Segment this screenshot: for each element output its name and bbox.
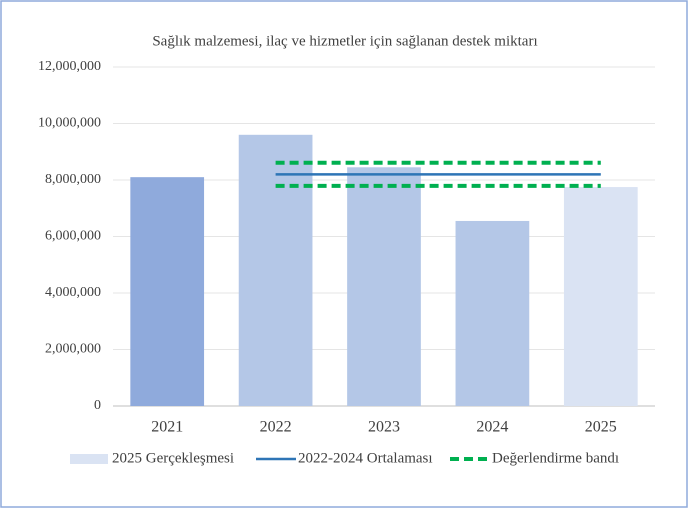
y-tick-label: 4,000,000 bbox=[45, 285, 101, 300]
y-tick-label: 12,000,000 bbox=[38, 59, 101, 74]
bar bbox=[238, 134, 313, 407]
bar bbox=[130, 177, 205, 406]
bar bbox=[347, 167, 421, 406]
y-tick-label: 10,000,000 bbox=[38, 116, 101, 131]
bar bbox=[455, 220, 530, 406]
x-tick-label: 2025 bbox=[585, 419, 617, 436]
x-tick-label: 2021 bbox=[151, 419, 183, 436]
y-tick-label: 2,000,000 bbox=[45, 342, 101, 357]
x-tick-label: 2024 bbox=[476, 419, 508, 436]
x-tick-label: 2022 bbox=[260, 419, 292, 436]
legend-label: 2025 Gerçekleşmesi bbox=[112, 450, 234, 466]
legend-swatch bbox=[70, 454, 108, 464]
y-tick-label: 8,000,000 bbox=[45, 172, 101, 187]
y-tick-label: 0 bbox=[94, 398, 101, 413]
legend-label: 2022-2024 Ortalaması bbox=[298, 450, 433, 466]
x-tick-label: 2023 bbox=[368, 419, 400, 436]
legend-label: Değerlendirme bandı bbox=[492, 450, 619, 466]
chart-title: Sağlık malzemesi, ilaç ve hizmetler için… bbox=[152, 33, 537, 49]
bar bbox=[563, 187, 638, 406]
y-tick-label: 6,000,000 bbox=[45, 229, 101, 244]
